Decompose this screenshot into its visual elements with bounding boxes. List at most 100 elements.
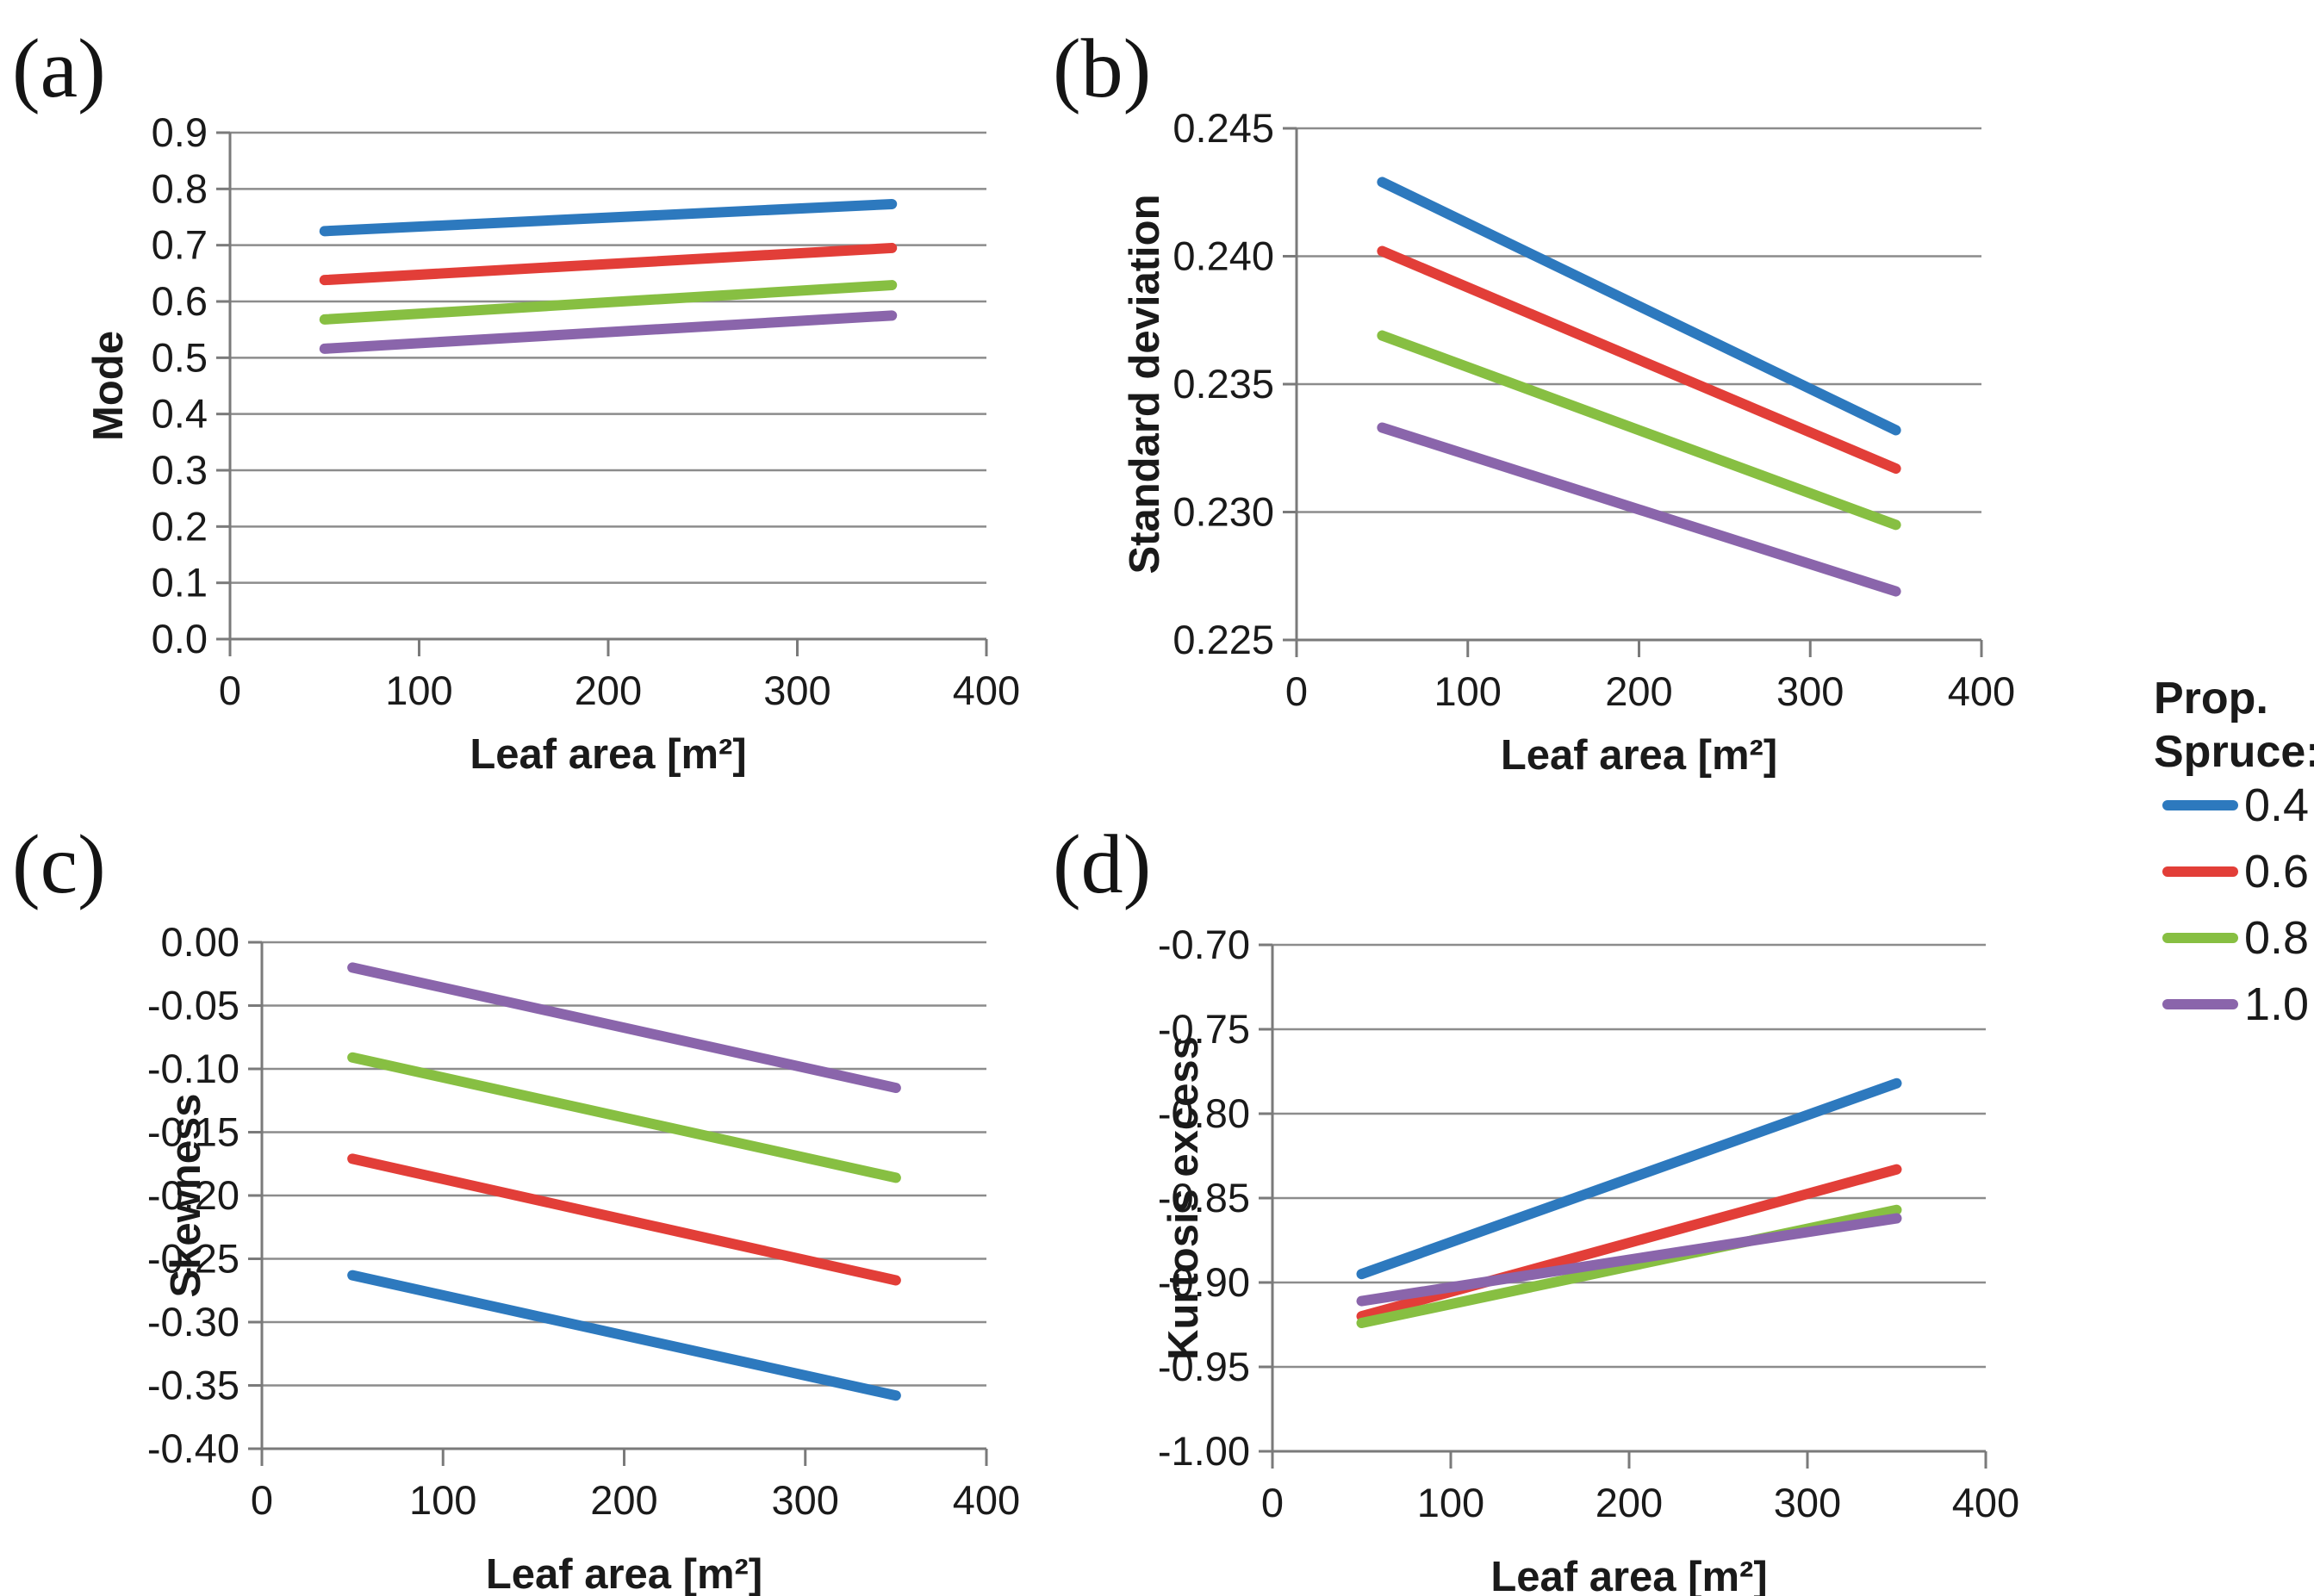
panel-d-xtick-label-3: 300 [1774,1480,1841,1525]
legend-entry-0.4: 0.4 [2154,772,2314,838]
panel-b: 0.225 0.230 0.235 0.240 0.245 0 100 200 300 400 St… [1053,22,2015,779]
panel-a-xtick-label-0: 0 [219,668,241,713]
panel-a-ytick-label-6: 0.6 [152,278,208,324]
legend-entry-label: 0.8 [2244,911,2310,964]
panel-a-letter: (a) [12,22,106,115]
panel-d-ytick-label-5: -0.75 [1158,1006,1250,1052]
panel-a-xtick-label-4: 400 [953,668,1020,713]
panel-a-ytick-label-5: 0.5 [152,334,208,380]
panel-b-xtick-label-1: 100 [1434,668,1502,714]
legend-title-line-1: Prop. [2154,674,2268,723]
panel-a-series-line-0.8 [319,280,898,325]
legend-title: Prop. Spruce: [2154,672,2314,779]
panel-d-series-line-1.0 [1356,1213,1902,1307]
panel-d-ytick-label-3: -0.85 [1158,1175,1250,1220]
panel-d-y-axis-title: Kurtosis excess [1160,1036,1207,1360]
legend-entry-1.0: 1.0 [2154,971,2314,1037]
panel-d-ytick-label-0: -1.00 [1158,1428,1250,1474]
panel-a-xtick-label-1: 100 [385,668,452,713]
panel-d-xtick-label-4: 400 [1952,1480,2019,1525]
panel-c-ytick-label-8: 0.00 [161,919,239,965]
panel-a-ytick-label-7: 0.7 [152,222,208,268]
panel-b-xtick-label-0: 0 [1285,668,1308,714]
panel-c-ytick-label-7: -0.05 [147,983,239,1028]
panel-c-xtick-label-2: 200 [590,1477,657,1523]
panel-c-ytick-label-0: -0.40 [147,1425,239,1471]
panel-b-ytick-label-1: 0.230 [1173,489,1274,535]
panel-c-series-line-0.6 [347,1153,901,1286]
panel-c-ytick-label-6: -0.10 [147,1046,239,1091]
legend-entries: 0.4 0.6 0.8 1.0 [2154,772,2314,1037]
legend-swatch-green-icon [2162,932,2238,943]
legend-swatch-blue-icon [2162,799,2238,810]
panel-c-ytick-label-3: -0.25 [147,1236,239,1282]
panel-c-ytick-label-1: -0.35 [147,1363,239,1408]
legend-entry-0.8: 0.8 [2154,904,2314,971]
panel-d-x-axis-title: Leaf area [m²] [1490,1554,1767,1596]
legend-swatch-red-icon [2162,866,2238,877]
panel-c-series-line-0.8 [347,1052,901,1183]
panel-a-x-axis-title: Leaf area [m²] [470,731,746,778]
panel-a-ytick-label-8: 0.8 [152,165,208,211]
panel-a-ytick-label-9: 0.9 [152,109,208,155]
panel-c: -0.40 -0.35 -0.30 -0.25 -0.20 -0.15 -0.10 -0.05… [12,818,1020,1596]
panel-c-xtick-label-0: 0 [251,1477,273,1523]
panel-b-xtick-label-2: 200 [1605,668,1672,714]
panel-d: -1.00 -0.95 -0.90 -0.85 -0.80 -0.75 -0.70 0 100 2… [1053,818,2019,1596]
panel-d-ytick-label-6: -0.70 [1158,922,1250,967]
panel-b-letter: (b) [1053,22,1151,115]
panel-a: 0.0 0.1 0.2 0.3 0.4 0.5 0.6 0.7 0.8 0.9 0 100 200 300… [12,22,1020,778]
panel-c-xtick-label-4: 400 [953,1477,1020,1523]
panel-d-letter: (d) [1053,818,1151,911]
panel-d-xtick-label-0: 0 [1261,1480,1284,1525]
panel-a-y-axis-title: Mode [85,331,132,441]
legend-entry-label: 0.6 [2244,845,2310,897]
panel-c-series-line-0.4 [347,1270,901,1401]
panel-b-series-line-1.0 [1377,422,1901,597]
panel-c-ytick-label-4: -0.20 [147,1172,239,1218]
panel-b-ytick-label-2: 0.235 [1173,361,1274,407]
legend-entry-label: 0.4 [2244,779,2310,831]
panel-c-series-line-1.0 [347,962,901,1094]
panel-a-ytick-label-1: 0.1 [152,560,208,605]
panel-d-xtick-label-1: 100 [1417,1480,1484,1525]
panel-b-series-line-0.6 [1377,245,1901,475]
panel-b-xtick-label-4: 400 [1948,668,2015,714]
panel-a-ytick-label-0: 0.0 [152,616,208,661]
panel-a-ytick-label-3: 0.3 [152,447,208,493]
panel-d-series-line-0.4 [1356,1077,1902,1280]
legend-title-line-2: Spruce: [2154,727,2314,777]
panel-b-ytick-label-3: 0.240 [1173,233,1274,279]
panel-c-xtick-label-3: 300 [772,1477,839,1523]
panel-d-ytick-label-1: -0.95 [1158,1344,1250,1389]
panel-a-xtick-label-2: 200 [575,668,642,713]
panel-a-series-line-1.0 [319,310,898,354]
panel-d-ytick-label-2: -0.90 [1158,1259,1250,1305]
legend-entry-label: 1.0 [2244,978,2310,1030]
panel-c-x-axis-title: Leaf area [m²] [486,1551,762,1596]
panel-c-letter: (c) [12,818,106,911]
panel-c-y-axis-title: Skewness [163,1094,209,1298]
panel-a-series-line-0.6 [319,242,898,286]
panel-b-series-line-0.8 [1377,330,1901,531]
panel-a-xtick-label-3: 300 [763,668,830,713]
legend-swatch-purple-icon [2162,998,2238,1009]
panel-b-ytick-label-4: 0.245 [1173,105,1274,151]
panel-b-x-axis-title: Leaf area [m²] [1501,732,1777,779]
panel-b-y-axis-title: Standard deviation [1122,194,1168,574]
panel-b-ytick-label-0: 0.225 [1173,617,1274,662]
panel-a-ytick-label-2: 0.2 [152,503,208,549]
panel-b-series-line-0.4 [1377,177,1901,436]
panel-a-series-line-0.4 [319,198,898,237]
panel-c-ytick-label-2: -0.30 [147,1299,239,1344]
panel-d-ytick-label-4: -0.80 [1158,1090,1250,1136]
panel-c-xtick-label-1: 100 [409,1477,476,1523]
panel-a-ytick-label-4: 0.4 [152,391,208,437]
legend-entry-0.6: 0.6 [2154,838,2314,904]
panel-c-ytick-label-5: -0.15 [147,1109,239,1155]
panel-d-xtick-label-2: 200 [1596,1480,1663,1525]
legend: Prop. Spruce: 0.4 0.6 0.8 1.0 [2154,672,2314,1037]
panel-b-xtick-label-3: 300 [1776,668,1844,714]
